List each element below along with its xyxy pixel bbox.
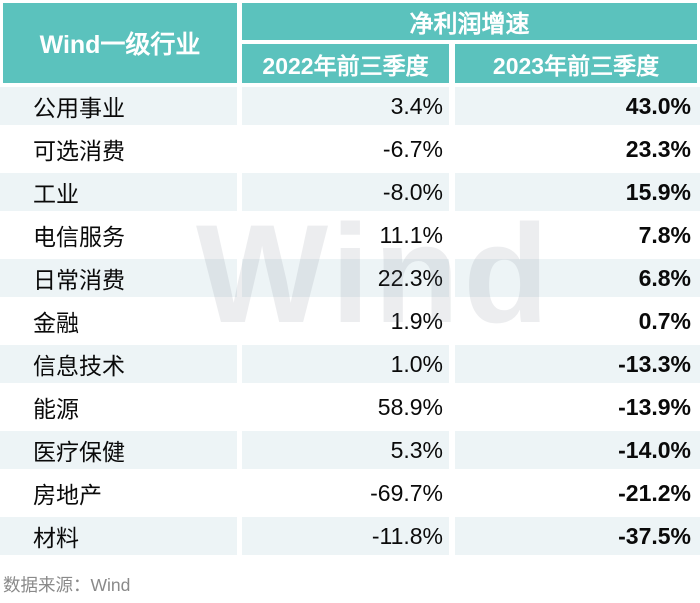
table-row: 可选消费 -6.7% 23.3%: [0, 130, 700, 173]
value-2022-cell: 22.3%: [242, 259, 455, 302]
industry-name-cell: 金融: [0, 302, 242, 345]
value-2023-cell: 7.8%: [455, 216, 700, 259]
value-2023-cell: -37.5%: [455, 517, 700, 560]
value-2023-cell: 43.0%: [455, 87, 700, 130]
table-row: 电信服务 11.1% 7.8%: [0, 216, 700, 259]
industry-name-cell: 能源: [0, 388, 242, 431]
value-2023-cell: 15.9%: [455, 173, 700, 216]
table-row: 医疗保健 5.3% -14.0%: [0, 431, 700, 474]
industry-name-cell: 医疗保健: [0, 431, 242, 474]
header-row-group: Wind一级行业 净利润增速: [0, 0, 700, 87]
industry-profit-table: Wind一级行业 净利润增速 2022年前三季度 2023年前三季度 公用事业 …: [0, 0, 700, 560]
value-2023-cell: -21.2%: [455, 474, 700, 517]
header-row-sub: 2022年前三季度 2023年前三季度: [0, 44, 700, 87]
value-2022-cell: -69.7%: [242, 474, 455, 517]
table-row: 信息技术 1.0% -13.3%: [0, 345, 700, 388]
table-row: 材料 -11.8% -37.5%: [0, 517, 700, 560]
industry-name-cell: 材料: [0, 517, 242, 560]
column-header-2022: 2022年前三季度: [242, 44, 455, 87]
value-2023-cell: 6.8%: [455, 259, 700, 302]
value-2023-cell: -14.0%: [455, 431, 700, 474]
industry-name-cell: 公用事业: [0, 87, 242, 130]
industry-name-cell: 信息技术: [0, 345, 242, 388]
value-2022-cell: -11.8%: [242, 517, 455, 560]
data-source-note: 数据来源：Wind: [3, 575, 131, 595]
value-2022-cell: 3.4%: [242, 87, 455, 130]
industry-name-cell: 电信服务: [0, 216, 242, 259]
column-header-2023: 2023年前三季度: [455, 44, 700, 87]
table-row: 金融 1.9% 0.7%: [0, 302, 700, 345]
value-2023-cell: -13.9%: [455, 388, 700, 431]
value-2022-cell: 1.9%: [242, 302, 455, 345]
value-2022-cell: -8.0%: [242, 173, 455, 216]
industry-name-cell: 可选消费: [0, 130, 242, 173]
value-2023-cell: 0.7%: [455, 302, 700, 345]
value-2022-cell: 58.9%: [242, 388, 455, 431]
value-2022-cell: 1.0%: [242, 345, 455, 388]
table-row: 工业 -8.0% 15.9%: [0, 173, 700, 216]
value-2023-cell: 23.3%: [455, 130, 700, 173]
value-2022-cell: 11.1%: [242, 216, 455, 259]
industry-name-cell: 日常消费: [0, 259, 242, 302]
group-header: 净利润增速: [242, 0, 700, 44]
row-header-title: Wind一级行业: [0, 0, 242, 87]
table-row: 能源 58.9% -13.9%: [0, 388, 700, 431]
value-2022-cell: -6.7%: [242, 130, 455, 173]
industry-name-cell: 工业: [0, 173, 242, 216]
value-2022-cell: 5.3%: [242, 431, 455, 474]
industry-name-cell: 房地产: [0, 474, 242, 517]
value-2023-cell: -13.3%: [455, 345, 700, 388]
table-row: 日常消费 22.3% 6.8%: [0, 259, 700, 302]
table-row: 房地产 -69.7% -21.2%: [0, 474, 700, 517]
table-row: 公用事业 3.4% 43.0%: [0, 87, 700, 130]
